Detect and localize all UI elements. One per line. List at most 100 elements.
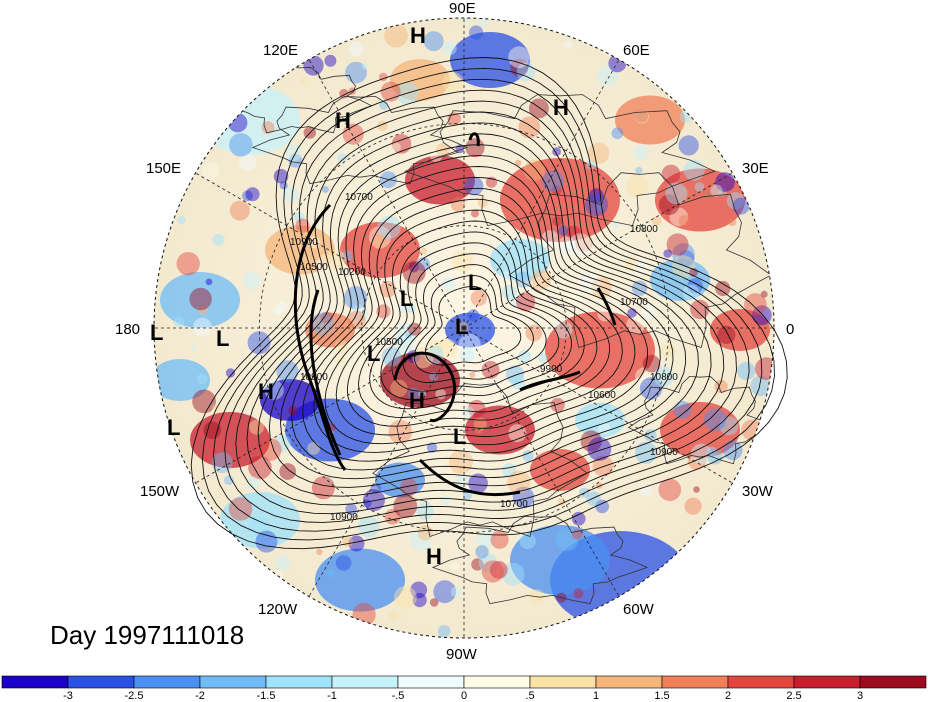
anomaly-speck xyxy=(635,367,654,386)
anomaly-speck xyxy=(597,65,619,87)
anomaly-speck xyxy=(519,532,536,550)
anomaly-speck xyxy=(205,278,213,286)
anomaly-speck xyxy=(197,305,208,316)
contour-label: 9900 xyxy=(540,364,563,375)
anomaly-speck xyxy=(371,234,387,250)
anomaly-speck xyxy=(591,143,599,151)
anomaly-speck xyxy=(515,159,522,166)
anomaly-speck xyxy=(288,405,298,416)
anomaly-speck xyxy=(541,230,560,249)
anomaly-speck xyxy=(459,347,475,363)
meridian-line xyxy=(195,327,465,484)
anomaly-speck xyxy=(249,419,264,435)
jet-contours xyxy=(293,132,617,497)
anomaly-speck xyxy=(514,271,532,288)
colorbar-swatch xyxy=(133,675,201,689)
height-contour xyxy=(324,187,636,445)
jet-contour xyxy=(393,351,456,423)
anomaly-speck xyxy=(684,497,702,515)
anomaly-speck xyxy=(437,338,458,358)
anomaly-speck xyxy=(565,288,582,305)
low-label-center-a: L xyxy=(400,286,413,311)
lon-label-0: 0 xyxy=(786,321,794,338)
anomaly-speck xyxy=(259,438,282,461)
anomaly-speck xyxy=(518,349,532,363)
anomaly-speck xyxy=(192,317,212,337)
contour-label: 10500 xyxy=(375,337,403,348)
contour-label: 10900 xyxy=(330,512,358,523)
colorbar-swatch xyxy=(727,675,795,689)
anomaly-speck xyxy=(410,581,428,599)
disk-border xyxy=(153,17,775,639)
colorbar-swatch xyxy=(331,675,399,689)
anomaly-field xyxy=(154,18,774,638)
anomaly-speck xyxy=(475,427,483,435)
height-contour xyxy=(213,78,763,532)
anomaly-speck xyxy=(760,290,768,298)
anomaly-speck xyxy=(468,473,488,494)
anomaly-speck xyxy=(635,166,643,174)
anomaly-speck xyxy=(663,249,672,258)
colorbar-tick-label: -2.5 xyxy=(125,690,144,702)
colorbar-swatch xyxy=(595,675,663,689)
anomaly-speck xyxy=(674,187,692,205)
lon-label-60e: 60E xyxy=(623,42,650,59)
height-contour xyxy=(369,231,585,410)
anomaly-speck xyxy=(728,218,737,227)
anomaly-speck xyxy=(704,408,727,432)
anomaly-speck xyxy=(658,478,682,502)
anomaly-speck xyxy=(744,293,767,316)
anomaly-speck xyxy=(710,184,723,197)
colorbar-tick-label: 1 xyxy=(593,690,599,702)
meridian-line xyxy=(308,327,465,597)
anomaly-speck xyxy=(465,138,485,158)
anomaly-speck xyxy=(282,185,299,203)
anomaly-speck xyxy=(316,548,323,556)
colorbar-tick-label: 0 xyxy=(461,690,467,702)
anomaly-blob xyxy=(615,95,685,145)
anomaly-speck xyxy=(264,380,284,400)
anomaly-speck xyxy=(587,437,612,461)
anomaly-speck xyxy=(717,325,736,344)
low-label-center-c: L xyxy=(455,314,468,339)
anomaly-speck xyxy=(531,269,552,290)
anomaly-speck xyxy=(279,463,297,480)
colorbar-swatch xyxy=(529,675,597,689)
anomaly-speck xyxy=(324,54,337,67)
anomaly-speck xyxy=(505,365,525,384)
anomaly-speck xyxy=(562,240,572,250)
anomaly-speck xyxy=(476,528,496,549)
anomaly-speck xyxy=(196,373,208,385)
anomaly-speck xyxy=(450,561,460,571)
colorbar-swatch xyxy=(661,675,729,689)
anomaly-speck xyxy=(713,184,725,195)
anomaly-speck xyxy=(715,280,731,297)
height-contour xyxy=(346,209,611,427)
anomaly-speck xyxy=(326,568,336,578)
anomaly-speck xyxy=(448,449,473,474)
anomaly-speck xyxy=(625,174,649,198)
anomaly-speck xyxy=(578,273,601,295)
anomaly-speck xyxy=(395,81,419,105)
anomaly-speck xyxy=(303,55,324,76)
anomaly-speck xyxy=(471,558,484,571)
anomaly-speck xyxy=(418,389,427,398)
anomaly-speck xyxy=(255,530,278,553)
anomaly-speck xyxy=(358,516,380,538)
high-label-south: H xyxy=(426,544,442,569)
height-contour xyxy=(279,144,687,480)
anomaly-speck xyxy=(586,159,596,170)
anomaly-speck xyxy=(469,25,484,40)
anomaly-speck xyxy=(390,379,408,397)
height-contour xyxy=(201,67,775,541)
colorbar-swatch xyxy=(397,675,465,689)
coastlines xyxy=(227,66,773,605)
anomaly-speck xyxy=(275,555,291,571)
anomaly-speck xyxy=(441,495,451,505)
map-disk: 10700 10800 10200 10500 10900 9900 10600 10800 1… xyxy=(153,17,788,639)
anomaly-speck xyxy=(348,535,365,552)
anomaly-speck xyxy=(471,209,479,218)
colorbar-swatch xyxy=(859,675,927,689)
anomaly-speck xyxy=(311,312,334,335)
anomaly-speck xyxy=(410,528,433,552)
